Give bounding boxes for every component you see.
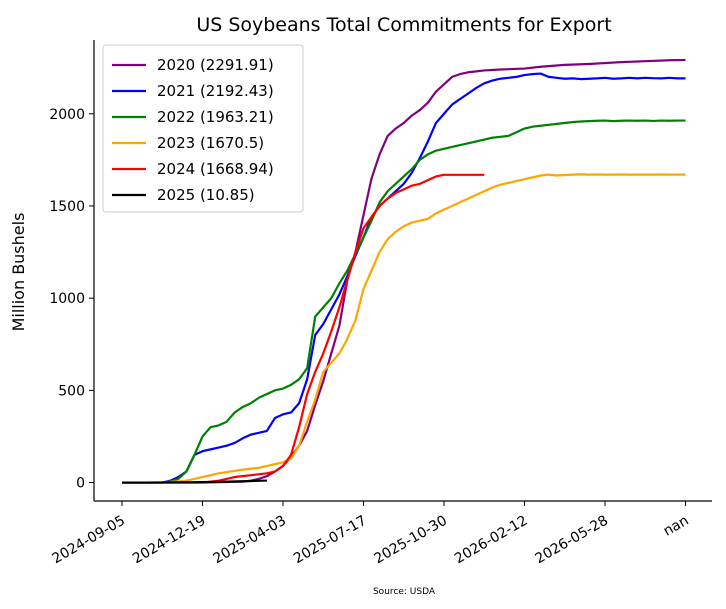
legend-label-1: 2021 (2192.43) xyxy=(157,82,274,100)
x-tick-label: 2026-05-28 xyxy=(533,513,611,568)
x-tick-label: 2025-04-03 xyxy=(211,513,289,568)
legend-label-5: 2025 (10.85) xyxy=(157,186,255,204)
source-note: Source: USDA xyxy=(373,587,436,597)
legend-label-0: 2020 (2291.91) xyxy=(157,56,274,74)
legend: 2020 (2291.91) 2021 (2192.43) 2022 (1963.2… xyxy=(102,44,304,213)
y-axis-label: Million Bushels xyxy=(9,213,28,332)
chart-title: US Soybeans Total Commitments for Export xyxy=(196,14,611,36)
y-tick-label: 1000 xyxy=(49,291,85,307)
x-tick-label: nan xyxy=(661,513,692,540)
legend-label-3: 2023 (1670.5) xyxy=(157,134,264,152)
x-tick-label: 2025-10-30 xyxy=(372,513,450,568)
y-tick-label: 1500 xyxy=(49,199,85,215)
y-tick-label: 500 xyxy=(58,383,85,399)
series-line-3 xyxy=(122,173,686,484)
legend-label-2: 2022 (1963.21) xyxy=(157,108,274,126)
series-line-5 xyxy=(122,479,267,484)
x-tick-label: 2024-12-19 xyxy=(130,513,208,568)
series-line-1 xyxy=(122,72,686,484)
legend-label-4: 2024 (1668.94) xyxy=(157,160,274,178)
x-tick-label: 2026-02-12 xyxy=(452,513,530,568)
x-tick-label: 2025-07-17 xyxy=(291,513,369,568)
series-line-2 xyxy=(122,119,686,484)
y-tick-label: 2000 xyxy=(49,107,85,123)
x-tick-label: 2024-09-05 xyxy=(50,513,128,568)
legend-frame xyxy=(102,44,304,213)
x-ticks: 2024-09-05 2024-12-19 2025-04-03 2025-07-17… xyxy=(50,501,692,567)
series-line-4 xyxy=(122,173,485,484)
plot-area xyxy=(122,58,686,484)
y-ticks: 0 500 1000 1500 2000 xyxy=(49,107,94,492)
y-tick-label: 0 xyxy=(76,476,85,492)
